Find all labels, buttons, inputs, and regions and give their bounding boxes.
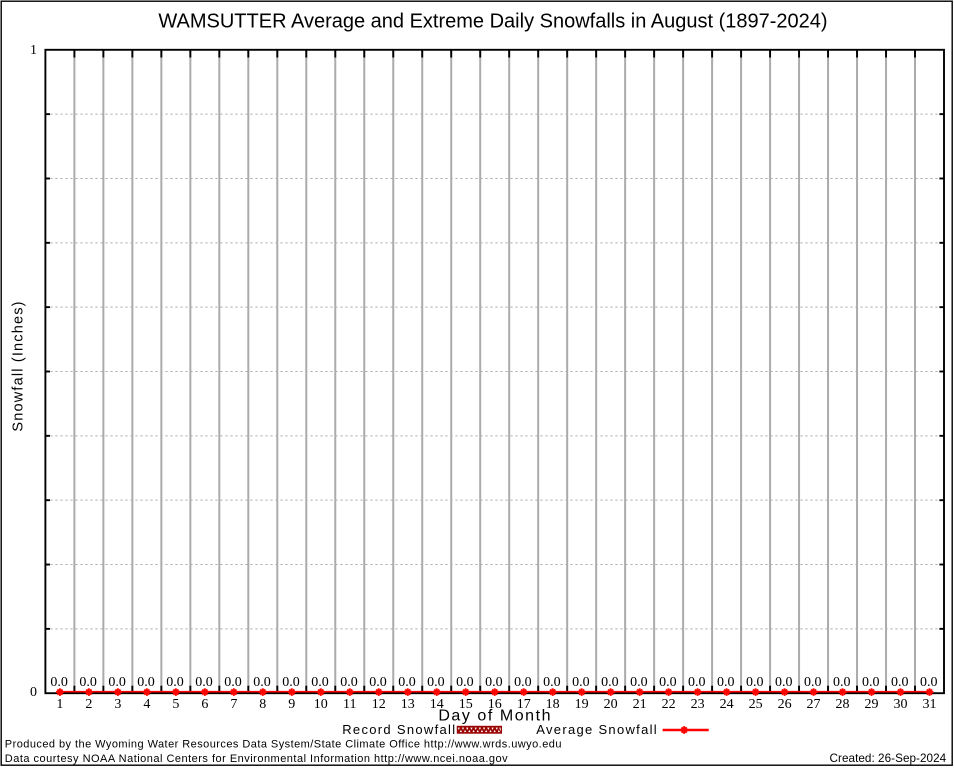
svg-text:0.0: 0.0 xyxy=(456,675,474,690)
svg-text:0.0: 0.0 xyxy=(340,675,358,690)
svg-text:10: 10 xyxy=(314,697,328,712)
svg-text:0.0: 0.0 xyxy=(862,675,880,690)
svg-text:0.0: 0.0 xyxy=(717,675,735,690)
svg-text:0.0: 0.0 xyxy=(746,675,764,690)
svg-text:Snowfall (Inches): Snowfall (Inches) xyxy=(10,300,26,431)
svg-text:0.0: 0.0 xyxy=(601,675,619,690)
svg-text:17: 17 xyxy=(517,697,531,712)
svg-text:0.0: 0.0 xyxy=(659,675,677,690)
svg-text:5: 5 xyxy=(172,697,179,712)
svg-text:14: 14 xyxy=(430,697,444,712)
svg-text:8: 8 xyxy=(259,697,266,712)
svg-text:20: 20 xyxy=(604,697,618,712)
svg-text:6: 6 xyxy=(201,697,208,712)
svg-text:15: 15 xyxy=(459,697,473,712)
svg-text:0.0: 0.0 xyxy=(108,675,126,690)
svg-text:Average Snowfall: Average Snowfall xyxy=(536,722,658,737)
svg-text:0.0: 0.0 xyxy=(253,675,271,690)
svg-text:0.0: 0.0 xyxy=(50,675,68,690)
svg-text:24: 24 xyxy=(720,697,734,712)
svg-text:0.0: 0.0 xyxy=(543,675,561,690)
svg-text:1: 1 xyxy=(30,43,37,58)
svg-text:0.0: 0.0 xyxy=(398,675,416,690)
svg-text:16: 16 xyxy=(488,697,502,712)
svg-text:0.0: 0.0 xyxy=(630,675,648,690)
svg-text:26: 26 xyxy=(778,697,792,712)
svg-text:0.0: 0.0 xyxy=(688,675,706,690)
svg-text:12: 12 xyxy=(372,697,386,712)
svg-text:0.0: 0.0 xyxy=(804,675,822,690)
svg-text:Day of Month: Day of Month xyxy=(438,707,552,724)
svg-text:0.0: 0.0 xyxy=(79,675,97,690)
svg-text:0: 0 xyxy=(30,685,37,700)
svg-text:3: 3 xyxy=(114,697,121,712)
svg-text:11: 11 xyxy=(343,697,356,712)
svg-text:29: 29 xyxy=(865,697,879,712)
svg-text:0.0: 0.0 xyxy=(833,675,851,690)
svg-text:Record Snowfall: Record Snowfall xyxy=(342,722,456,737)
svg-text:0.0: 0.0 xyxy=(485,675,503,690)
svg-text:21: 21 xyxy=(633,697,647,712)
svg-text:0.0: 0.0 xyxy=(224,675,242,690)
svg-text:23: 23 xyxy=(691,697,705,712)
svg-text:0.0: 0.0 xyxy=(775,675,793,690)
svg-text:0.0: 0.0 xyxy=(920,675,938,690)
svg-text:30: 30 xyxy=(894,697,908,712)
svg-text:7: 7 xyxy=(230,697,237,712)
svg-text:9: 9 xyxy=(288,697,295,712)
svg-text:Produced by the Wyoming Water: Produced by the Wyoming Water Resources … xyxy=(5,739,562,751)
svg-text:WAMSUTTER Average and Extreme: WAMSUTTER Average and Extreme Daily Snow… xyxy=(158,11,827,33)
svg-text:31: 31 xyxy=(923,697,937,712)
svg-text:0.0: 0.0 xyxy=(311,675,329,690)
svg-text:27: 27 xyxy=(807,697,821,712)
svg-text:2: 2 xyxy=(85,697,92,712)
svg-text:22: 22 xyxy=(662,697,676,712)
svg-text:0.0: 0.0 xyxy=(891,675,909,690)
svg-text:1: 1 xyxy=(56,697,63,712)
svg-text:0.0: 0.0 xyxy=(282,675,300,690)
svg-text:0.0: 0.0 xyxy=(137,675,155,690)
svg-text:0.0: 0.0 xyxy=(514,675,532,690)
svg-text:28: 28 xyxy=(836,697,850,712)
svg-text:19: 19 xyxy=(575,697,589,712)
svg-text:Created: 26-Sep-2024: Created: 26-Sep-2024 xyxy=(830,752,947,765)
svg-text:18: 18 xyxy=(546,697,560,712)
svg-text:0.0: 0.0 xyxy=(166,675,184,690)
svg-text:0.0: 0.0 xyxy=(369,675,387,690)
svg-text:Data courtesy NOAA National Ce: Data courtesy NOAA National Centers for … xyxy=(5,753,508,765)
svg-text:0.0: 0.0 xyxy=(195,675,213,690)
svg-text:4: 4 xyxy=(143,697,150,712)
svg-text:0.0: 0.0 xyxy=(427,675,445,690)
svg-text:25: 25 xyxy=(749,697,763,712)
svg-text:0.0: 0.0 xyxy=(572,675,590,690)
svg-text:13: 13 xyxy=(401,697,415,712)
